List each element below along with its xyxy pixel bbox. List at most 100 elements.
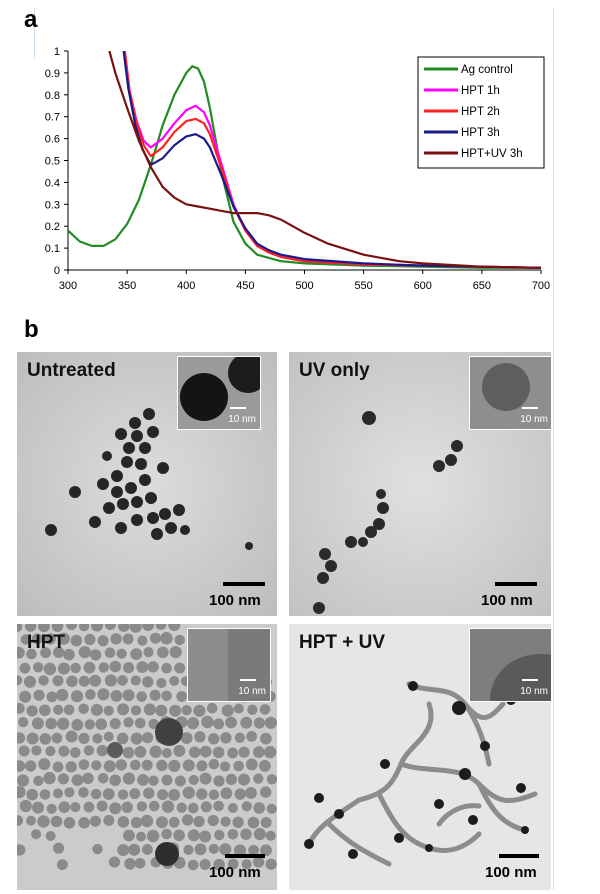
hpt-particle bbox=[207, 814, 219, 827]
hpt-particle bbox=[161, 748, 172, 758]
hpt-particle bbox=[253, 828, 266, 841]
hpt-particle bbox=[253, 802, 265, 814]
hpt-particle bbox=[225, 716, 238, 729]
hpt-particle bbox=[240, 716, 253, 729]
hpt-particle bbox=[78, 675, 90, 687]
hpt-particle bbox=[122, 772, 135, 785]
hpt-particle bbox=[196, 788, 208, 800]
hpt-particle bbox=[199, 859, 211, 870]
hpt-particle bbox=[31, 745, 42, 756]
hpt-particle bbox=[17, 844, 26, 856]
hpt-particle bbox=[32, 801, 44, 814]
hpt-particle bbox=[117, 789, 129, 800]
hpt-particle bbox=[103, 705, 114, 716]
hpt-particle bbox=[148, 775, 159, 786]
hpt-particle bbox=[213, 775, 225, 787]
hpt-particle bbox=[168, 816, 180, 828]
hpt-particle bbox=[134, 717, 146, 729]
hpt-particle bbox=[213, 718, 225, 730]
hpt-particle bbox=[128, 843, 141, 856]
hpt-particle bbox=[78, 732, 90, 744]
hpt-particle bbox=[176, 691, 188, 702]
hpt-particle bbox=[51, 732, 63, 744]
hpt-particle bbox=[43, 662, 57, 676]
hpt-particle bbox=[117, 675, 128, 686]
uv-only-inset: 10 nm bbox=[469, 356, 551, 430]
hpt-particle bbox=[91, 624, 104, 632]
legend-label: HPT+UV 3h bbox=[461, 148, 523, 160]
hpt-particle bbox=[110, 633, 122, 645]
hpt-uv-inset: 10 nm bbox=[469, 628, 551, 702]
hpt-particle bbox=[134, 858, 146, 869]
hpt-particle bbox=[38, 758, 51, 771]
hpt-particle bbox=[84, 633, 96, 646]
hpt-particle bbox=[142, 844, 153, 855]
hpt-particle bbox=[208, 789, 220, 800]
legend-label: HPT 2h bbox=[461, 106, 500, 118]
hpt-particle bbox=[130, 817, 142, 829]
hpt-particle bbox=[52, 761, 64, 773]
hpt-inset: 10 nm bbox=[187, 628, 271, 702]
panel-b-letter: b bbox=[24, 316, 39, 343]
hpt-particle bbox=[168, 624, 181, 631]
hpt-uv-inset-scalebar bbox=[522, 679, 538, 681]
hpt-particle bbox=[84, 719, 96, 730]
hpt-particle bbox=[265, 830, 276, 841]
hpt-particle bbox=[143, 787, 155, 799]
hpt-particle bbox=[129, 788, 141, 800]
hpt-particle bbox=[147, 661, 159, 673]
hpt-particle bbox=[233, 760, 244, 772]
hpt-particle bbox=[20, 634, 31, 645]
hpt-particle bbox=[149, 745, 162, 758]
hpt-particle bbox=[187, 829, 200, 842]
hpt-uv-inset-image bbox=[490, 653, 551, 701]
hpt-inset-scale: 10 nm bbox=[238, 686, 266, 697]
hpt-particle bbox=[64, 787, 75, 798]
hpt-particle bbox=[208, 843, 219, 854]
tem-hpt: HPT 10 nm 100 nm bbox=[17, 624, 277, 890]
hpt-particle bbox=[212, 746, 225, 759]
hpt-particle bbox=[134, 746, 147, 758]
hpt-particle bbox=[137, 774, 149, 786]
hpt-particle bbox=[109, 718, 121, 730]
hpt-particle bbox=[63, 648, 75, 661]
hpt-particle bbox=[247, 816, 260, 829]
hpt-particle bbox=[71, 774, 84, 786]
uv-only-label: UV only bbox=[299, 360, 370, 381]
hpt-particle bbox=[70, 634, 83, 647]
hpt-particle bbox=[259, 704, 271, 715]
hpt-particle bbox=[102, 788, 115, 800]
hpt-particle bbox=[83, 745, 95, 756]
hpt-particle bbox=[208, 733, 220, 745]
y-tick-label: 0.6 bbox=[45, 134, 60, 146]
y-tick-label: 0.7 bbox=[45, 112, 60, 124]
hpt-particle bbox=[169, 675, 180, 686]
hpt-particle bbox=[241, 859, 252, 870]
hpt-particle bbox=[17, 786, 26, 799]
hpt-particle bbox=[51, 624, 64, 632]
hpt-inset-image bbox=[228, 629, 270, 701]
x-tick-label: 300 bbox=[59, 280, 77, 292]
hpt-particle bbox=[247, 704, 258, 715]
hpt-particle bbox=[39, 704, 51, 717]
hpt-uv-inset-scale: 10 nm bbox=[520, 686, 548, 697]
hpt-particle bbox=[109, 774, 121, 787]
hpt-particle bbox=[176, 802, 187, 813]
hpt-particle bbox=[146, 829, 160, 843]
hpt-particle bbox=[103, 814, 115, 826]
hpt-particle bbox=[78, 817, 90, 829]
hpt-particle bbox=[161, 774, 173, 786]
hpt-particle bbox=[25, 624, 37, 632]
hpt-particle bbox=[23, 675, 37, 688]
y-tick-label: 0.9 bbox=[45, 68, 60, 80]
hpt-particle bbox=[38, 624, 50, 633]
hpt-particle bbox=[90, 788, 102, 800]
x-tick-label: 400 bbox=[177, 280, 195, 292]
hpt-particle bbox=[220, 732, 232, 744]
hpt-particle bbox=[31, 829, 42, 840]
hpt-particle bbox=[253, 746, 265, 758]
hpt-particle bbox=[157, 789, 169, 801]
hpt-particle bbox=[238, 773, 250, 786]
hpt-particle bbox=[188, 802, 199, 814]
hpt-particle bbox=[233, 703, 244, 714]
